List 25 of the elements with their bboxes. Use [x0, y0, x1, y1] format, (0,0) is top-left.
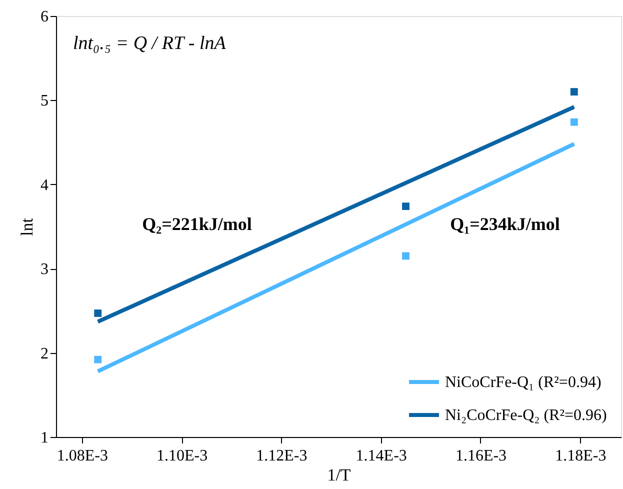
- x-tick-label: 1.16E-3: [455, 448, 507, 464]
- y-tick-label: 1: [40, 430, 48, 446]
- annotation: Q₂=221kJ/mol: [142, 214, 252, 234]
- x-tick-label: 1.18E-3: [555, 448, 606, 464]
- y-tick-label: 2: [40, 345, 48, 362]
- y-tick-label: 6: [40, 8, 48, 26]
- point: [94, 356, 102, 364]
- point: [570, 88, 578, 96]
- annotation: Q₁=234kJ/mol: [450, 214, 560, 234]
- x-tick-label: 1.08E-3: [56, 448, 108, 464]
- y-tick-label: 4: [40, 176, 48, 194]
- legend-label: NiCoCrFe-Q₁ (R²=0.94): [445, 374, 602, 391]
- y-tick-label: 5: [40, 92, 48, 110]
- annotation: lnt₀.₅ = Q / RT - lnA: [73, 33, 226, 54]
- x-tick-label: 1.12E-3: [256, 448, 308, 464]
- x-axis-title: 1/T: [327, 466, 352, 484]
- point: [570, 118, 578, 126]
- legend-label: Ni₂CoCrFe-Q₂ (R²=0.96): [445, 407, 607, 424]
- y-axis-title: lnt: [18, 218, 36, 236]
- point: [402, 202, 410, 210]
- x-tick-label: 1.14E-3: [356, 448, 407, 464]
- y-tick-label: 3: [40, 261, 48, 278]
- x-tick-label: 1.10E-3: [156, 448, 208, 464]
- point: [402, 252, 410, 260]
- point: [94, 310, 102, 317]
